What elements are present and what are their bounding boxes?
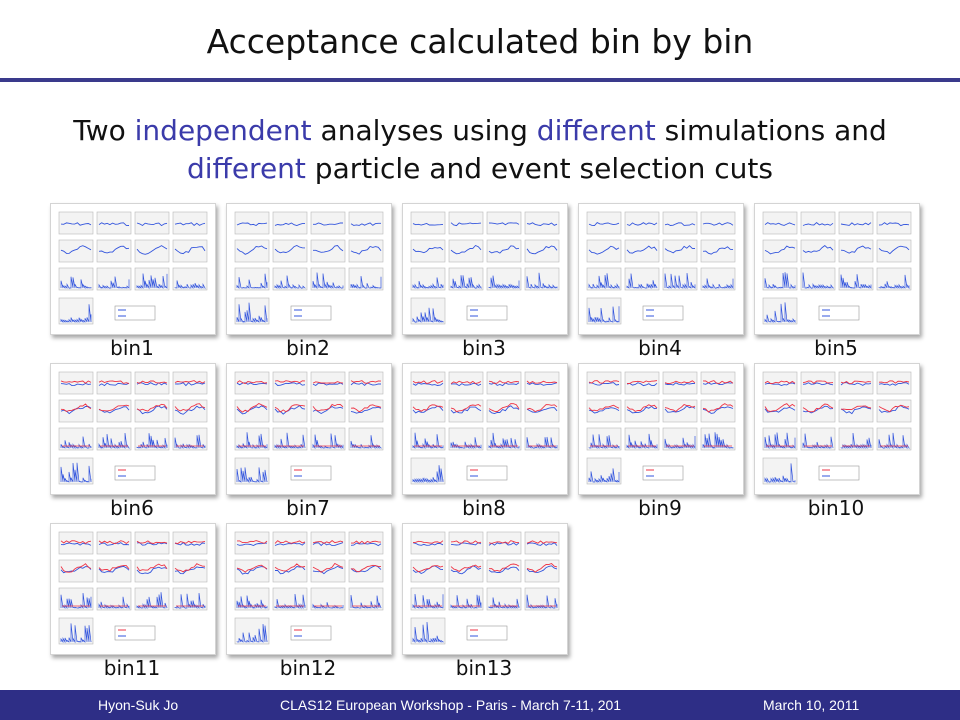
bin-label: bin2 xyxy=(286,336,330,360)
plot-grid xyxy=(586,211,736,325)
subtitle-highlight: independent xyxy=(134,114,312,147)
plot-grid xyxy=(410,211,560,325)
bin-label: bin5 xyxy=(814,336,858,360)
footer-bar: Hyon-Suk Jo CLAS12 European Workshop - P… xyxy=(0,690,960,720)
footer-event: CLAS12 European Workshop - Paris - March… xyxy=(280,697,622,713)
bin-label: bin4 xyxy=(638,336,682,360)
subtitle-highlight: different xyxy=(536,114,656,147)
subtitle-part: simulations and xyxy=(655,114,887,147)
acceptance-plot-thumbnail xyxy=(754,203,920,335)
plot-grid xyxy=(58,531,208,645)
plot-grid xyxy=(234,371,384,485)
acceptance-plot-thumbnail xyxy=(50,203,216,335)
acceptance-plot-thumbnail xyxy=(50,523,216,655)
slide-subtitle: Two independent analyses using different… xyxy=(20,112,940,188)
acceptance-plot-thumbnail xyxy=(402,203,568,335)
footer-date: March 10, 2011 xyxy=(763,697,860,713)
title-divider xyxy=(0,78,960,82)
plot-grid xyxy=(410,371,560,485)
bin-label: bin12 xyxy=(279,656,337,680)
acceptance-plot-thumbnail xyxy=(402,523,568,655)
subtitle-part: particle and event selection cuts xyxy=(305,152,773,185)
plot-grid xyxy=(762,371,912,485)
footer-author: Hyon-Suk Jo xyxy=(98,697,179,713)
bin-label: bin8 xyxy=(462,496,506,520)
bin-label: bin6 xyxy=(110,496,154,520)
plot-grid xyxy=(762,211,912,325)
bin-label: bin7 xyxy=(286,496,330,520)
subtitle-part: analyses using xyxy=(311,114,537,147)
plot-grid xyxy=(234,211,384,325)
bin-label: bin11 xyxy=(103,656,161,680)
acceptance-plot-thumbnail xyxy=(402,363,568,495)
acceptance-plot-thumbnail xyxy=(50,363,216,495)
bin-label: bin3 xyxy=(462,336,506,360)
subtitle-highlight: different xyxy=(186,152,306,185)
plot-grid xyxy=(58,211,208,325)
acceptance-plot-thumbnail xyxy=(578,363,744,495)
acceptance-plot-thumbnail xyxy=(226,363,392,495)
bin-label: bin10 xyxy=(807,496,865,520)
acceptance-plot-thumbnail xyxy=(754,363,920,495)
subtitle-part: Two xyxy=(73,114,135,147)
plot-grid xyxy=(410,531,560,645)
acceptance-plot-thumbnail xyxy=(226,203,392,335)
plot-grid xyxy=(58,371,208,485)
plot-grid xyxy=(234,531,384,645)
plot-grid xyxy=(586,371,736,485)
slide-title: Acceptance calculated bin by bin xyxy=(206,22,754,61)
bin-label: bin9 xyxy=(638,496,682,520)
bin-label: bin1 xyxy=(110,336,154,360)
bin-label: bin13 xyxy=(455,656,513,680)
acceptance-plot-thumbnail xyxy=(578,203,744,335)
acceptance-plot-thumbnail xyxy=(226,523,392,655)
